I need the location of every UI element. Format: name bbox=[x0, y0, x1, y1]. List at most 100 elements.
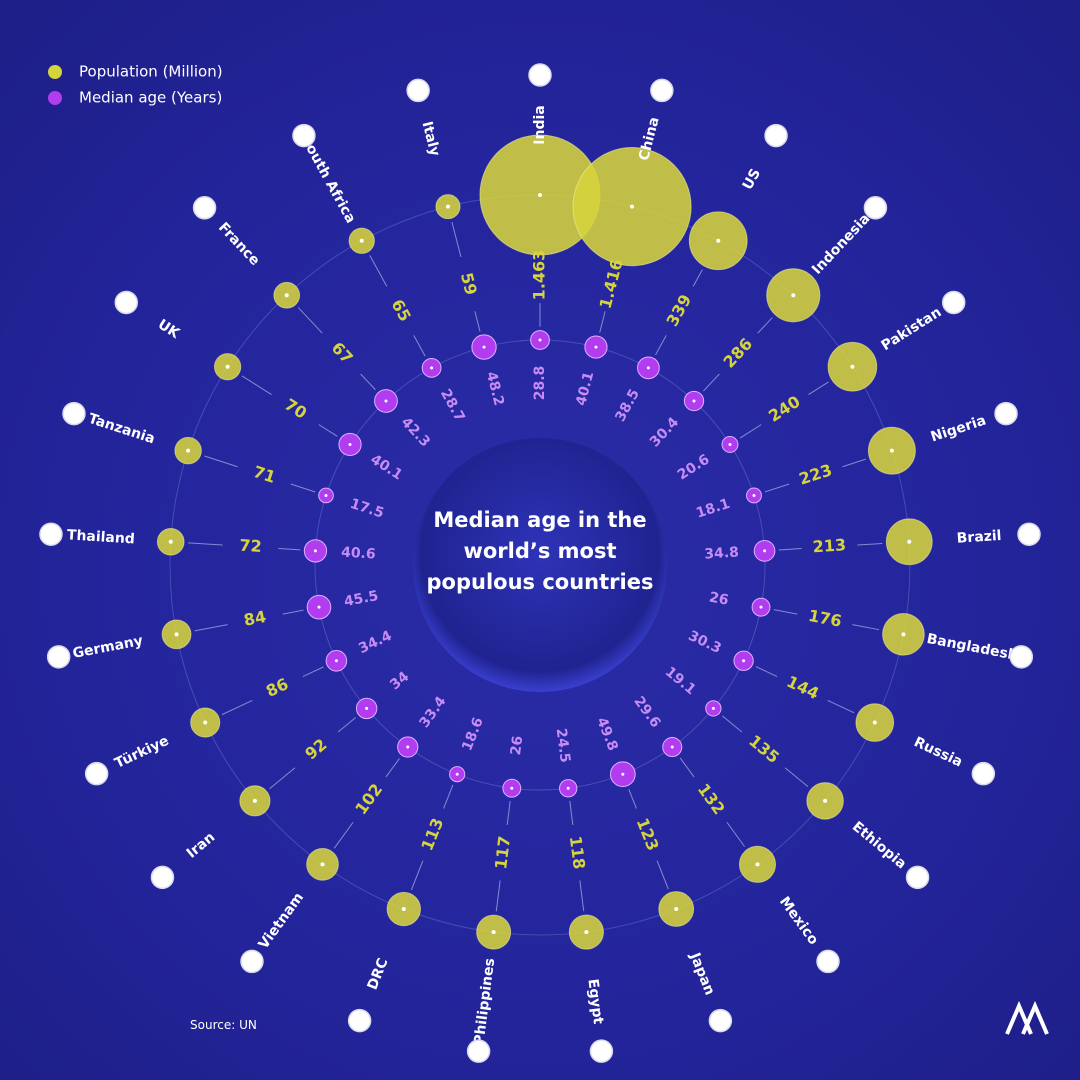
dot-center bbox=[334, 659, 338, 663]
bubble-center bbox=[584, 930, 589, 935]
population-label: 118 bbox=[566, 835, 589, 871]
connector bbox=[722, 715, 743, 733]
dot-center bbox=[406, 745, 410, 749]
age-label: 34 bbox=[387, 668, 412, 693]
population-label: 84 bbox=[242, 607, 267, 630]
legend-swatch bbox=[48, 65, 62, 79]
country-label: Thailand bbox=[66, 527, 135, 547]
flag bbox=[240, 949, 264, 974]
age-label: 28.8 bbox=[532, 366, 548, 401]
chart-title: Median age in the world’s most populous … bbox=[426, 508, 654, 594]
age-label: 30.3 bbox=[686, 628, 724, 657]
connector bbox=[857, 542, 883, 546]
flag bbox=[39, 522, 63, 546]
population-label: 59 bbox=[457, 271, 481, 297]
connector bbox=[755, 666, 778, 678]
dot-center bbox=[538, 338, 542, 342]
source: Source: UN bbox=[190, 1018, 257, 1032]
flag bbox=[347, 1008, 372, 1033]
flag bbox=[192, 196, 217, 220]
age-label: 40.1 bbox=[573, 370, 597, 407]
connector bbox=[474, 311, 481, 332]
connector bbox=[204, 455, 238, 468]
center-disc bbox=[413, 438, 667, 692]
age-label: 40.6 bbox=[341, 545, 376, 563]
connector bbox=[852, 624, 880, 631]
dot-center bbox=[317, 605, 321, 609]
country-label: Nigeria bbox=[929, 413, 988, 446]
connector bbox=[764, 483, 790, 493]
country-label: Philippines bbox=[471, 957, 498, 1046]
population-label: 132 bbox=[694, 780, 729, 818]
population-label: 72 bbox=[239, 536, 262, 556]
dot-center bbox=[646, 366, 650, 370]
bubble-center bbox=[203, 720, 208, 725]
population-label: 117 bbox=[491, 835, 514, 871]
legend-swatch bbox=[48, 91, 62, 105]
dot-center bbox=[313, 549, 317, 553]
country-label: Bangladesh bbox=[925, 631, 1019, 664]
connector bbox=[451, 222, 462, 258]
dot-center bbox=[430, 366, 434, 370]
population-label: 71 bbox=[251, 462, 278, 487]
bubble-center bbox=[630, 204, 635, 209]
connector bbox=[703, 373, 720, 392]
dot-center bbox=[692, 399, 696, 403]
country-label: India bbox=[532, 105, 548, 144]
country-label: Türkiye bbox=[112, 733, 171, 772]
population-label: 67 bbox=[328, 338, 357, 367]
bubble-center bbox=[401, 907, 406, 912]
connector bbox=[579, 880, 585, 912]
bubble-center bbox=[445, 204, 450, 209]
flag bbox=[650, 78, 674, 103]
logo bbox=[1005, 1000, 1049, 1035]
flag bbox=[114, 290, 139, 315]
connector bbox=[655, 335, 667, 356]
country-label: Ethiopia bbox=[849, 819, 909, 873]
flag bbox=[528, 63, 552, 87]
bubble-center bbox=[168, 539, 173, 544]
dot-center bbox=[384, 399, 388, 403]
connector bbox=[495, 880, 501, 912]
connector bbox=[784, 767, 809, 788]
legend-label: Median age (Years) bbox=[79, 89, 222, 107]
flag bbox=[816, 949, 840, 974]
bubble-center bbox=[225, 364, 230, 369]
age-label: 49.8 bbox=[593, 715, 621, 753]
bubble-center bbox=[320, 862, 325, 867]
dot-center bbox=[510, 786, 514, 790]
age-label: 17.5 bbox=[348, 496, 386, 522]
age-label: 26 bbox=[708, 589, 730, 608]
bubble-center bbox=[284, 293, 289, 298]
connector bbox=[385, 758, 400, 778]
connector bbox=[656, 860, 669, 890]
dot-center bbox=[728, 442, 732, 446]
connector bbox=[692, 269, 703, 287]
age-label: 24.5 bbox=[553, 727, 573, 763]
connector bbox=[410, 860, 424, 890]
connector bbox=[269, 767, 296, 790]
population-label: 1.463 bbox=[530, 250, 549, 301]
connector bbox=[628, 789, 637, 809]
population-label: 70 bbox=[281, 395, 310, 423]
bubble-center bbox=[850, 364, 855, 369]
country-label: Italy bbox=[418, 120, 442, 158]
dot-center bbox=[621, 772, 625, 776]
dot-center bbox=[348, 442, 352, 446]
population-label: 176 bbox=[807, 606, 843, 631]
flag bbox=[941, 290, 966, 315]
age-label: 33.4 bbox=[416, 693, 449, 731]
country-label: Mexico bbox=[776, 894, 822, 948]
connector bbox=[827, 699, 855, 714]
connector bbox=[506, 800, 511, 825]
bubble-center bbox=[901, 632, 906, 637]
country-label: Iran bbox=[184, 829, 218, 861]
bubble-center bbox=[674, 907, 679, 912]
country-label: Russia bbox=[911, 734, 965, 770]
connector bbox=[194, 624, 228, 632]
age-label: 29.6 bbox=[630, 694, 663, 731]
age-label: 34.8 bbox=[704, 545, 739, 563]
population-label: 213 bbox=[812, 535, 847, 556]
country-label: Brazil bbox=[956, 528, 1002, 547]
connector bbox=[569, 800, 574, 825]
